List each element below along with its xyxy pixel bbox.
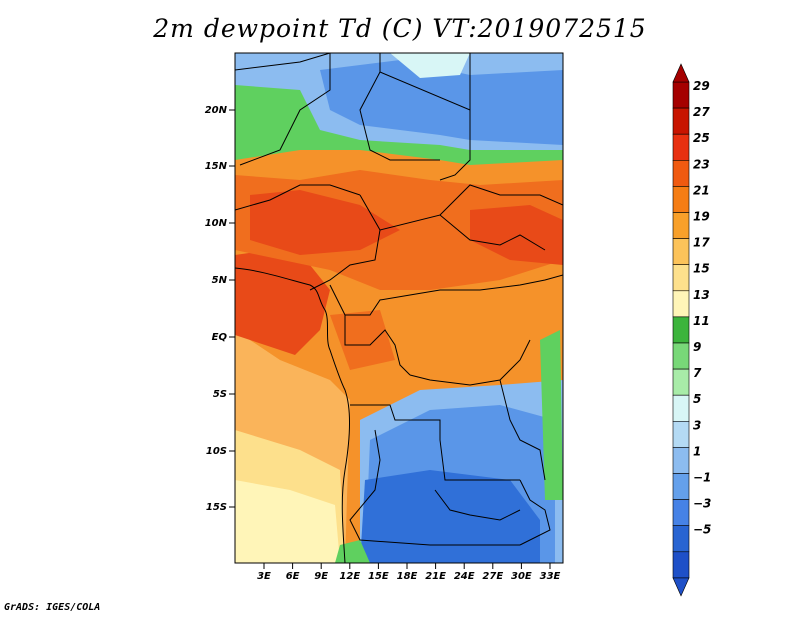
- lon-label: 30E: [511, 571, 532, 582]
- field-east-core: [470, 205, 563, 265]
- lat-label: 5N: [212, 275, 228, 286]
- field-sahel-core: [250, 190, 400, 255]
- lat-label: 10S: [206, 446, 227, 457]
- lat-label: 20N: [205, 105, 228, 116]
- colorbar-box: [672, 290, 690, 318]
- lat-label: EQ: [212, 332, 228, 343]
- lon-label: 15E: [368, 571, 389, 582]
- colorbar-label: 11: [693, 314, 710, 328]
- colorbar-box: [672, 420, 690, 448]
- colorbar-label: −5: [693, 523, 711, 537]
- colorbar-box: [672, 368, 690, 396]
- field-congo-core: [330, 310, 395, 370]
- colorbar-label: 5: [693, 392, 701, 406]
- colorbar-box: [672, 316, 690, 344]
- field-green-strip-east: [540, 330, 563, 500]
- lon-label: 18E: [397, 571, 418, 582]
- lat-label: 5S: [213, 389, 227, 400]
- colorbar-label: 15: [693, 262, 710, 276]
- colorbar-label: 3: [693, 418, 701, 432]
- colorbar-box: [672, 186, 690, 213]
- colorbar-box: [672, 238, 690, 266]
- field-south-darkblue: [360, 470, 540, 563]
- country-borders: [235, 53, 563, 546]
- colorbar-box: [672, 394, 690, 422]
- colorbar-label: 1: [693, 444, 701, 458]
- field-north-paleblue: [390, 53, 470, 78]
- colorbar-box: [672, 447, 690, 474]
- colorbar-label: −3: [693, 497, 711, 511]
- field-north-blue: [320, 60, 563, 145]
- colorbar-label: 7: [693, 366, 702, 380]
- colorbar-box: [672, 551, 690, 579]
- lon-label: 3E: [257, 571, 271, 582]
- field-gulf-humid: [235, 250, 330, 355]
- lon-label: 24E: [454, 571, 475, 582]
- grads-credit: GrADS: IGES/COLA: [4, 602, 101, 613]
- lon-label: 27E: [482, 571, 503, 582]
- colorbar-label: 19: [693, 210, 710, 224]
- colorbar-box: [672, 133, 690, 161]
- lon-label: 33E: [540, 571, 561, 582]
- lat-label: 10N: [205, 218, 228, 229]
- colorbar-label: 17: [693, 236, 710, 250]
- colorbar-box: [672, 107, 690, 135]
- colorbar-box: [672, 264, 690, 292]
- colorbar-label: −1: [693, 471, 711, 485]
- colorbar-box: [672, 473, 690, 500]
- field-sw-pale: [235, 480, 340, 563]
- colorbar-label: 9: [693, 340, 701, 354]
- colorbar-box: [672, 342, 690, 370]
- lat-label: 15N: [205, 161, 228, 172]
- colorbar-box: [672, 525, 690, 553]
- colorbar-bottom-arrow: [672, 577, 690, 597]
- colorbar-box: [672, 499, 690, 527]
- lon-label: 9E: [314, 571, 328, 582]
- colorbar-box: [672, 212, 690, 239]
- lon-label: 21E: [425, 571, 446, 582]
- lat-axis: 20N 15N 10N 5N EQ 5S 10S 15S: [205, 105, 235, 513]
- plot-frame: [234, 52, 564, 564]
- map-title: 2m dewpoint Td (C) VT:2019072515: [153, 14, 647, 43]
- lon-label: 12E: [339, 571, 360, 582]
- colorbar-label: 25: [693, 131, 710, 145]
- colorbar-label: 21: [693, 183, 710, 197]
- lat-label: 15S: [206, 502, 227, 513]
- colorbar-label: 27: [693, 105, 710, 119]
- lon-label: 6E: [286, 571, 300, 582]
- colorbar-label: 29: [693, 79, 710, 93]
- dewpoint-field: [235, 53, 563, 563]
- colorbar-box: [672, 81, 690, 109]
- lon-axis: 3E 6E 9E 12E 15E 18E 21E 24E 27E 30E 33E: [257, 563, 561, 582]
- colorbar-label: 13: [693, 288, 710, 302]
- colorbar-box: [672, 160, 690, 187]
- colorbar-top-arrow: [672, 63, 690, 83]
- colorbar-label: 23: [693, 157, 710, 171]
- coastline: [234, 267, 350, 564]
